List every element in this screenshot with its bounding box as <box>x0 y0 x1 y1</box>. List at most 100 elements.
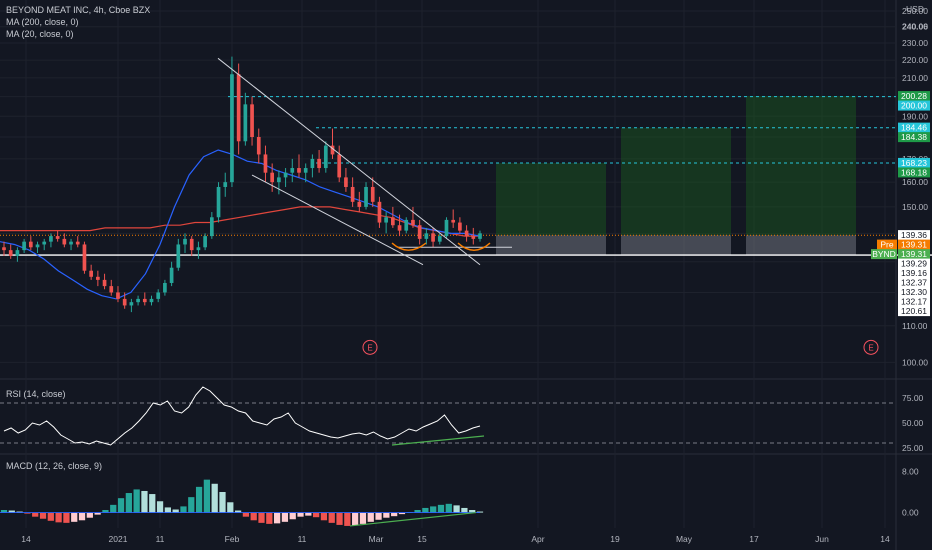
price-tag-bg <box>898 167 930 178</box>
candle-body <box>42 241 47 245</box>
candle-body <box>102 279 107 287</box>
candle-body <box>458 222 462 231</box>
candle-body <box>277 177 281 183</box>
candle-body <box>136 298 140 303</box>
price-tag-label: 168.23 <box>901 158 927 168</box>
macd-histogram-bar <box>375 512 382 520</box>
symbol-header: BEYOND MEAT INC, 4h, Cboe BZX <box>6 5 151 15</box>
price-tag-label: 120.61 <box>901 306 927 316</box>
candle-body <box>330 145 335 155</box>
candle-body <box>397 225 402 231</box>
candle-body <box>176 244 181 268</box>
candle-body <box>297 168 301 173</box>
macd-histogram-bar <box>125 493 132 513</box>
x-tick-label: 11 <box>156 534 165 544</box>
candle-body <box>370 186 375 202</box>
macd-tick-label: 0.00 <box>902 508 919 518</box>
candle-body <box>28 241 33 248</box>
macd-histogram-bar <box>359 512 367 524</box>
macd-histogram-bar <box>437 504 445 513</box>
macd-histogram-bar <box>55 512 62 523</box>
macd-histogram-bar <box>227 502 234 513</box>
candle-body <box>116 292 120 299</box>
candle-body <box>350 186 355 202</box>
macd-histogram-bar <box>86 512 93 518</box>
macd-histogram-bar <box>63 512 70 523</box>
macd-histogram-bar <box>289 512 296 520</box>
earnings-marker-icon <box>362 339 378 355</box>
candle-body <box>156 292 161 299</box>
macd-divergence-line <box>349 511 477 527</box>
price-tag-label: 200.28 <box>901 91 927 101</box>
x-tick-label: 17 <box>749 534 759 544</box>
price-tick-label: 220.00 <box>902 55 928 65</box>
candle-body <box>122 298 127 306</box>
macd-histogram-bar <box>110 504 117 513</box>
price-tag-bg <box>898 249 930 260</box>
macd-histogram-bar <box>188 497 195 513</box>
macd-histogram-bar <box>219 492 226 513</box>
candle-body <box>89 270 93 277</box>
candle-body <box>62 238 67 245</box>
wedge-upper-line <box>217 57 481 266</box>
macd-histogram-bar <box>469 510 476 513</box>
candle-body <box>216 186 221 218</box>
price-tag-prefix: Pre <box>880 240 894 250</box>
x-tick-label: Jun <box>815 534 829 544</box>
macd-histogram-bar <box>32 512 39 517</box>
target-zone-profit <box>621 127 731 236</box>
macd-histogram-bar <box>281 512 289 522</box>
macd-histogram-bar <box>133 489 140 513</box>
candle-body <box>2 247 6 251</box>
candle-body <box>404 219 409 231</box>
rsi-tick-label: 50.00 <box>902 418 924 428</box>
candle-body <box>8 250 13 256</box>
macd-histogram-bar <box>461 507 468 513</box>
target-zone-stop <box>621 235 731 256</box>
macd-histogram-bar <box>117 498 125 513</box>
macd-histogram-bar <box>78 512 86 521</box>
candle-body <box>377 201 382 223</box>
price-tag-bg <box>898 296 930 307</box>
candle-body <box>236 74 241 142</box>
macd-histogram-bar <box>8 510 15 513</box>
candle-body <box>129 302 134 306</box>
candle-body <box>142 298 147 303</box>
macd-histogram-bar <box>476 511 484 513</box>
rsi-tick-label: 25.00 <box>902 443 924 453</box>
price-tag-label: 168.18 <box>901 167 927 177</box>
price-tag-label: 132.30 <box>901 287 927 297</box>
macd-histogram-bar <box>71 512 78 522</box>
price-tick-label: 210.00 <box>902 73 928 83</box>
x-tick-label: 15 <box>417 534 427 544</box>
price-tag-bg <box>898 239 930 250</box>
candle-body <box>15 250 20 256</box>
candle-body <box>96 276 100 280</box>
target-zone-profit <box>496 162 606 236</box>
macd-histogram-bar <box>391 512 398 517</box>
x-tick-label: 19 <box>610 534 620 544</box>
x-tick-label: 2021 <box>109 534 128 544</box>
target-zone-stop <box>746 235 856 256</box>
macd-histogram-bar <box>313 512 320 518</box>
price-tag-label: 200.00 <box>901 101 927 111</box>
macd-histogram-bar <box>180 506 187 513</box>
candle-body <box>250 104 254 137</box>
candle-body <box>391 217 395 226</box>
candle-body <box>464 230 469 237</box>
price-tag-bg <box>898 91 930 102</box>
macd-histogram-bar <box>383 512 390 518</box>
candle-body <box>424 233 429 239</box>
macd-histogram-bar <box>0 510 8 513</box>
candle-body <box>256 136 261 155</box>
candle-body <box>283 172 288 178</box>
candle-body <box>163 282 167 293</box>
macd-title: MACD (12, 26, close, 9) <box>6 461 103 471</box>
candle-body <box>364 186 368 207</box>
ma20-legend: MA (20, close, 0) <box>6 29 74 39</box>
price-tick-label: 110.00 <box>902 321 928 331</box>
macd-histogram-bar <box>16 511 23 513</box>
macd-histogram-bar <box>164 507 171 513</box>
